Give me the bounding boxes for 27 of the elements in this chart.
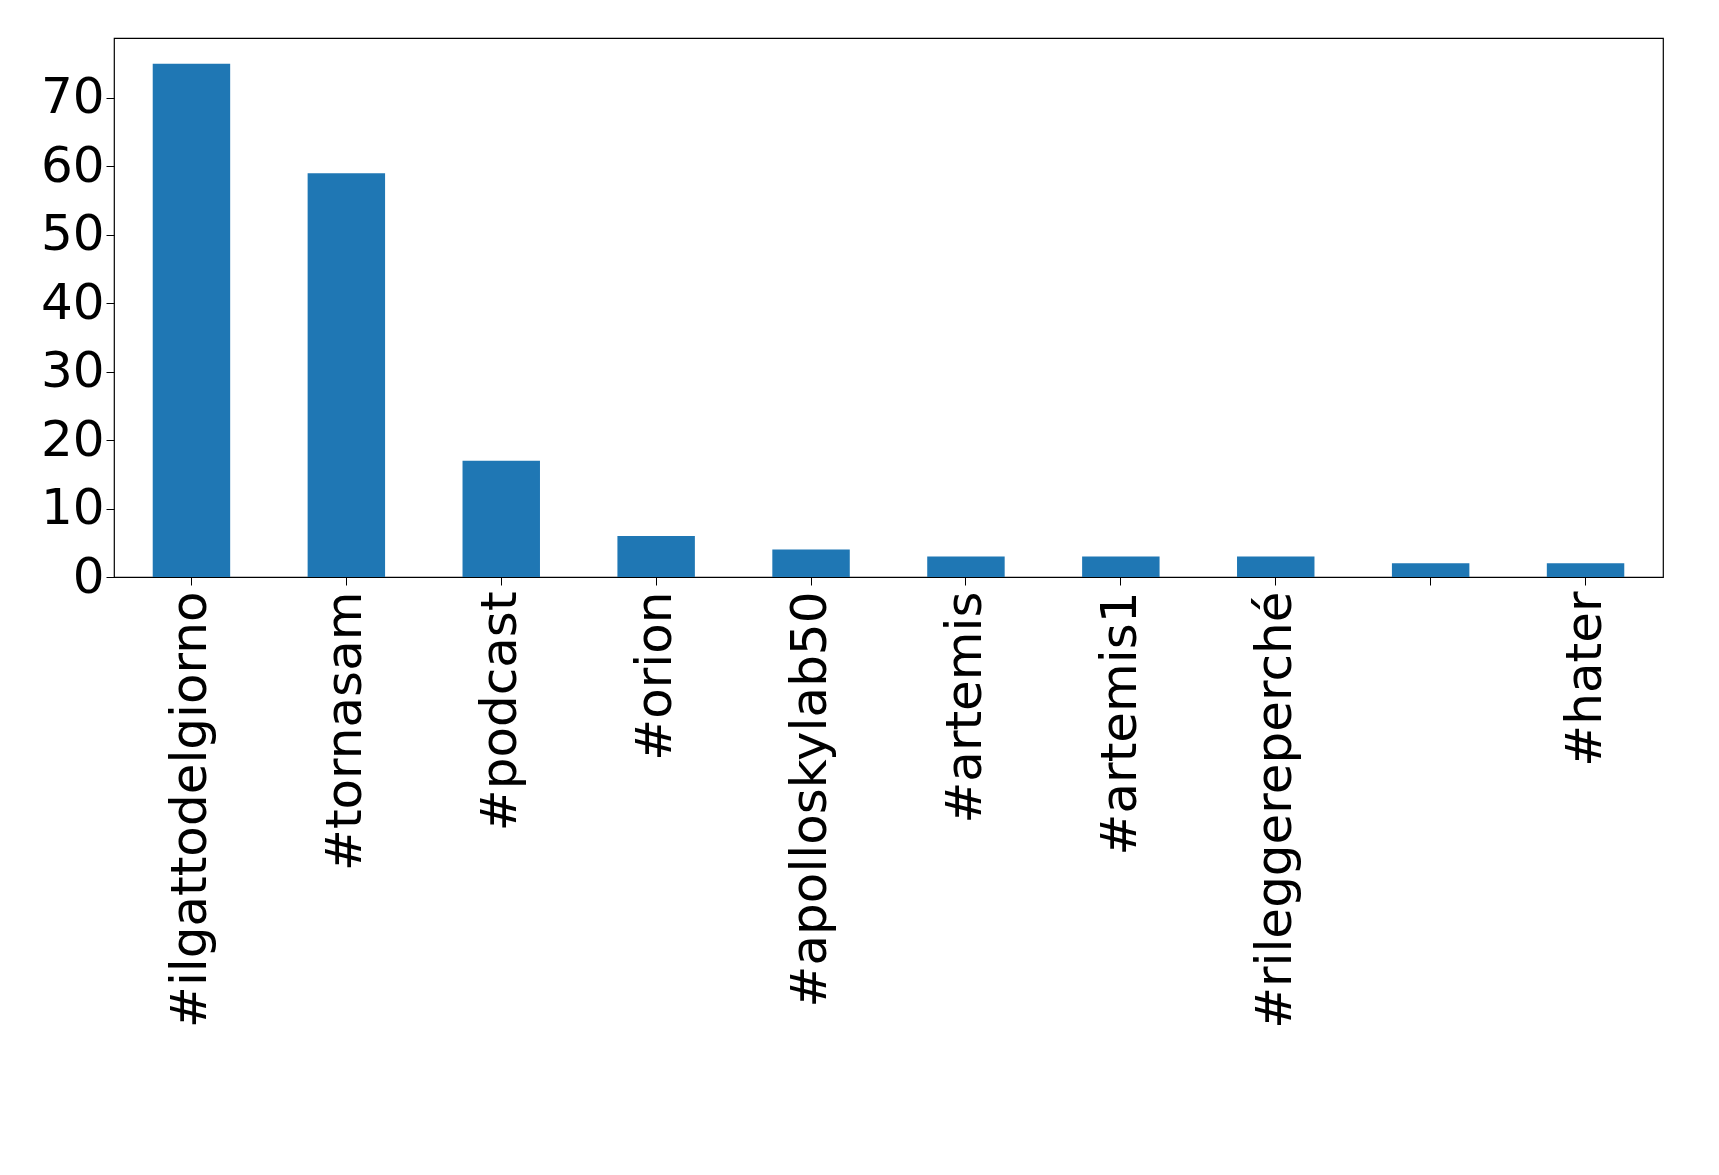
x-tick-label: #rileggereperché [1244, 591, 1303, 1029]
bar [927, 556, 1005, 577]
y-tick-label: 30 [40, 341, 105, 400]
y-tick-label: 0 [72, 546, 105, 605]
bar [307, 173, 386, 577]
y-tick-label: 70 [40, 67, 105, 126]
x-tick-label: #artemis1 [1089, 591, 1148, 856]
bar [1391, 563, 1470, 577]
y-tick-label: 50 [40, 204, 105, 263]
y-tick-label: 40 [40, 272, 105, 331]
bar [1082, 556, 1160, 577]
bar [1237, 556, 1315, 577]
bar [1546, 563, 1625, 577]
x-tick-label: #podcast [470, 591, 529, 832]
bar [152, 63, 231, 577]
y-tick-label: 20 [40, 409, 105, 468]
bar [617, 535, 695, 577]
x-tick-label: #tornasam [315, 591, 374, 871]
y-tick-label: 60 [40, 135, 105, 194]
x-tick-label: #artemis [934, 591, 993, 824]
x-tick-label: #orion [625, 591, 684, 761]
bar [462, 460, 540, 577]
x-tick-label: #hater [1554, 591, 1613, 767]
bar [772, 549, 850, 577]
y-tick-label: 10 [40, 478, 105, 537]
x-tick-label: #ilgattodelgiorno [160, 591, 219, 1028]
x-tick-label: #apolloskylab50 [780, 591, 839, 1008]
